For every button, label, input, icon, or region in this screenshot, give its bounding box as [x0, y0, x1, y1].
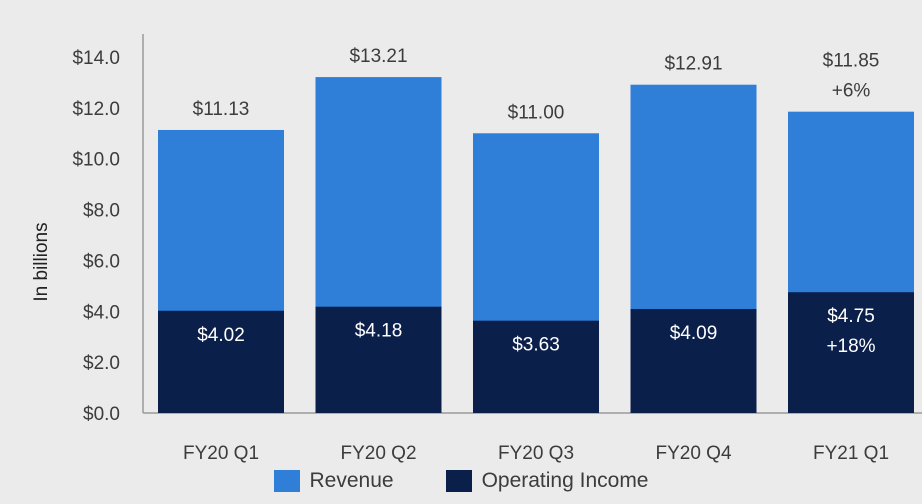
y-axis-label: In billions — [31, 222, 52, 301]
bars — [158, 77, 914, 414]
data-labels: FY20 Q1 $11.13 $4.02 FY20 Q2 $13.21 $4.18 FY20… — [183, 46, 889, 464]
revenue-value-label: $13.21 — [349, 46, 407, 67]
revenue-value-label: $11.13 — [193, 99, 250, 120]
revenue-value-label: $11.00 — [508, 102, 565, 123]
y-tick-label: $0.0 — [83, 404, 120, 425]
legend-label-operating-income: Operating Income — [481, 469, 649, 492]
operating-income-value-label: $4.18 — [355, 321, 403, 342]
legend-item-revenue: Revenue — [273, 469, 394, 493]
revenue-growth-label: +6% — [832, 81, 871, 102]
operating-income-bar — [630, 308, 757, 413]
legend-item-operating-income: Operating Income — [445, 469, 649, 493]
operating-income-bar — [315, 306, 442, 413]
revenue-value-label: $12.91 — [664, 54, 722, 75]
y-tick-label: $10.0 — [72, 150, 120, 171]
legend-label-revenue: Revenue — [309, 469, 394, 492]
operating-income-value-label: $3.63 — [512, 335, 560, 356]
x-category-label: FY20 Q2 — [340, 443, 416, 464]
y-tick-label: $8.0 — [83, 201, 120, 222]
x-category-label: FY20 Q4 — [655, 443, 731, 464]
operating-income-bar — [473, 320, 599, 413]
operating-income-value-label: $4.75 — [827, 306, 875, 327]
operating-income-bar — [788, 292, 914, 413]
x-category-label: FY20 Q3 — [498, 443, 574, 464]
operating-income-value-label: $4.09 — [670, 323, 718, 344]
legend: Revenue Operating Income — [0, 469, 922, 493]
y-tick-label: $4.0 — [83, 302, 120, 323]
legend-swatch-revenue — [273, 470, 300, 492]
y-tick-label: $2.0 — [83, 353, 120, 374]
y-tick-label: $14.0 — [72, 48, 120, 69]
operating-income-value-label: $4.02 — [197, 325, 245, 346]
x-category-label: FY21 Q1 — [813, 443, 889, 464]
x-category-label: FY20 Q1 — [183, 443, 259, 464]
legend-swatch-operating-income — [445, 470, 472, 492]
operating-income-growth-label: +18% — [826, 336, 875, 357]
operating-income-bar — [158, 310, 284, 413]
y-tick-label: $12.0 — [72, 99, 120, 120]
revenue-value-label: $11.85 — [823, 51, 880, 72]
y-tick-label: $6.0 — [83, 251, 120, 272]
